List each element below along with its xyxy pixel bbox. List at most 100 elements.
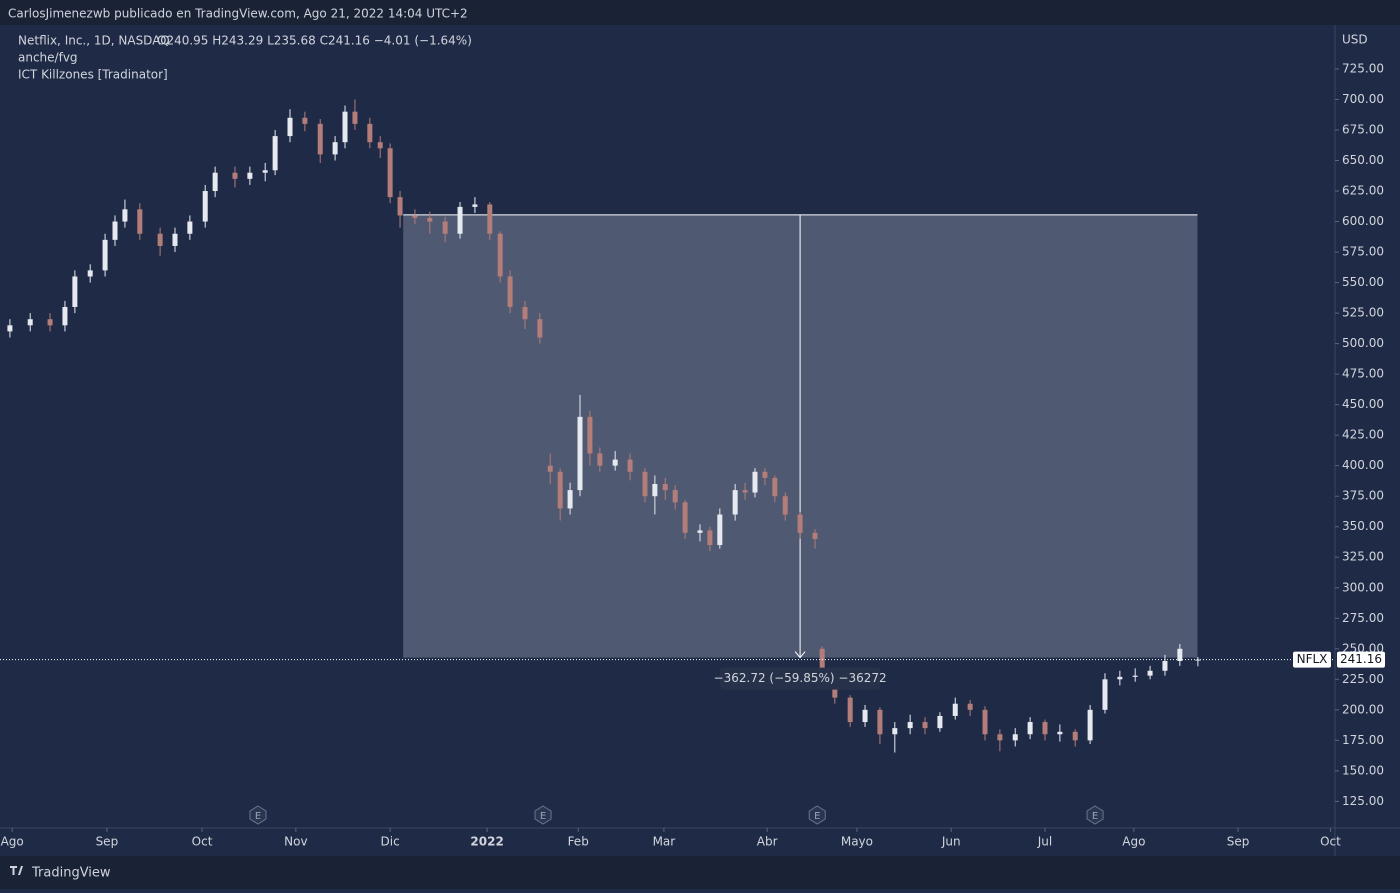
candle-body <box>387 148 393 198</box>
candle-body <box>537 319 543 338</box>
candle-body <box>567 490 573 509</box>
x-tick-label: Mar <box>653 835 676 849</box>
brand: TradingView <box>31 866 111 881</box>
price-label: 241.16 <box>1340 652 1382 666</box>
measure-label-bg <box>720 667 881 690</box>
candle-body <box>427 217 433 222</box>
candle-body <box>412 215 418 218</box>
candle-body <box>202 191 208 222</box>
candle-body <box>937 715 943 729</box>
x-tick-label: Mayo <box>841 835 873 849</box>
x-tick-label: Sep <box>96 835 119 849</box>
x-tick-label: Ago <box>1 835 24 849</box>
x-tick-label: Jun <box>941 835 961 849</box>
candle-body <box>507 276 513 307</box>
candle-body <box>697 530 703 533</box>
candle-body <box>707 530 713 546</box>
candle-body <box>557 471 563 509</box>
x-tick-label: Nov <box>284 835 307 849</box>
x-tick-label: Oct <box>192 835 213 849</box>
candle-body <box>982 709 988 735</box>
y-tick-label: 550.00 <box>1342 275 1384 289</box>
candle-body <box>1117 676 1123 680</box>
symbol: Netflix, Inc., 1D, NASDAQ <box>18 34 170 48</box>
candle-body <box>212 172 218 192</box>
candle-body <box>627 459 633 472</box>
candle-body <box>1147 670 1153 676</box>
y-tick-label: 325.00 <box>1342 550 1384 564</box>
y-tick-label: 600.00 <box>1342 214 1384 228</box>
candle-body <box>497 233 503 277</box>
measure-label: −362.72 (−59.85%) −36272 <box>714 671 887 685</box>
price-label-bg <box>1337 651 1385 668</box>
y-tick-label: 275.00 <box>1342 611 1384 625</box>
candle-body <box>652 483 658 497</box>
candle-body <box>122 209 128 222</box>
candle-body <box>317 123 323 155</box>
y-tick-label: 225.00 <box>1342 672 1384 686</box>
candle-body <box>522 306 528 320</box>
y-tick-label: 300.00 <box>1342 580 1384 594</box>
publisher: CarlosJimenezwb publicado en TradingView… <box>8 7 468 21</box>
x-tick-label: Sep <box>1227 835 1250 849</box>
y-tick-label: 500.00 <box>1342 336 1384 350</box>
candle-body <box>587 416 593 454</box>
y-tick-label: 575.00 <box>1342 245 1384 259</box>
candle-body <box>952 703 958 716</box>
bottom-bar <box>0 856 1400 889</box>
earnings-label: E <box>540 811 546 822</box>
candle-body <box>797 514 803 533</box>
candle-body <box>287 117 293 137</box>
candle-body <box>27 319 33 326</box>
candle-body <box>62 306 68 326</box>
candle-body <box>397 197 403 216</box>
candle-body <box>892 728 898 735</box>
candle-body <box>247 172 253 179</box>
candle-body <box>967 703 973 710</box>
candle-body <box>772 477 778 497</box>
indicator: anche/fvg <box>18 51 78 65</box>
candle-body <box>597 453 603 466</box>
candle-body <box>612 459 618 466</box>
candle-body <box>642 471 648 497</box>
candle-body <box>457 206 463 234</box>
candle-body <box>472 204 478 207</box>
y-tick-label: 625.00 <box>1342 184 1384 198</box>
y-tick-label: 650.00 <box>1342 153 1384 167</box>
y-tick-label: 350.00 <box>1342 519 1384 533</box>
candle-body <box>87 270 93 277</box>
candle-body <box>137 209 143 234</box>
candle-body <box>1057 731 1063 735</box>
y-tick-label: 425.00 <box>1342 428 1384 442</box>
x-tick-label: Abr <box>757 835 778 849</box>
x-tick-label: Feb <box>568 835 589 849</box>
candle-body <box>352 111 358 124</box>
candle-body <box>1132 675 1138 677</box>
candle-body <box>232 172 238 179</box>
price-tag: NFLX <box>1297 652 1328 666</box>
candle-body <box>877 709 883 735</box>
candle-body <box>302 117 308 124</box>
candle-body <box>1042 722 1048 735</box>
candle-body <box>547 465 553 472</box>
candle-body <box>7 325 13 332</box>
earnings-label: E <box>814 811 820 822</box>
x-tick-label: Oct <box>1320 835 1341 849</box>
candle-body <box>442 221 448 234</box>
y-tick-label: 525.00 <box>1342 306 1384 320</box>
candle-body <box>819 648 825 680</box>
candle-body <box>862 709 868 723</box>
earnings-label: E <box>255 811 261 822</box>
candle-body <box>752 471 758 493</box>
price-tag-bg <box>1293 651 1331 668</box>
candle-body <box>102 239 108 271</box>
candle-body <box>487 204 493 234</box>
earnings-label: E <box>1092 811 1098 822</box>
candle-body <box>812 532 818 539</box>
x-tick-label: 2022 <box>470 835 503 849</box>
candle-body <box>332 142 338 155</box>
candle-body <box>342 111 348 143</box>
candle-body <box>1012 734 1018 741</box>
x-tick-label: Dic <box>381 835 400 849</box>
candle-body <box>1087 709 1093 741</box>
